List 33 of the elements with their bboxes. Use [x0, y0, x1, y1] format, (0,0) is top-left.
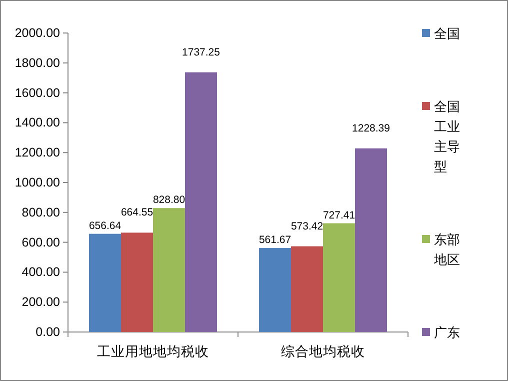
y-tick-label: 1400.00: [14, 116, 60, 130]
data-label: 828.80: [152, 194, 186, 206]
y-tick-label: 400.00: [22, 265, 60, 280]
y-tick-label: 800.00: [22, 205, 60, 220]
bar: [121, 232, 153, 332]
bar: [291, 246, 323, 332]
data-label: 656.64: [88, 220, 122, 232]
bar: [355, 148, 387, 332]
data-label: 727.41: [322, 209, 356, 222]
data-label: 1228.39: [352, 122, 390, 134]
legend-label: 全国: [434, 26, 460, 41]
data-label: 1737.25: [182, 46, 220, 58]
bar: [185, 72, 217, 332]
data-label: 561.67: [258, 234, 292, 246]
y-tick-label: 0.00: [36, 325, 60, 339]
bar: [323, 223, 355, 332]
bar: [259, 248, 291, 332]
y-tick-label: 1200.00: [14, 146, 60, 160]
y-tick-label: 1000.00: [14, 176, 60, 190]
data-label: 573.42: [290, 220, 324, 232]
x-tick-label: 综合地均税收: [281, 344, 365, 359]
legend-label: 广东: [434, 325, 460, 340]
x-tick-label: 工业用地地均税收: [97, 344, 209, 359]
bar: [89, 234, 121, 332]
y-tick-label: 2000.00: [14, 26, 60, 40]
y-tick-label: 600.00: [22, 235, 60, 250]
y-tick-label: 1600.00: [14, 86, 60, 100]
bar: [153, 208, 185, 332]
y-tick-label: 200.00: [22, 295, 60, 310]
legend-label: 东部地区: [433, 232, 460, 267]
legend-label: 全国工业主导型: [434, 99, 460, 174]
y-tick-label: 1800.00: [14, 56, 60, 70]
data-label: 664.55: [120, 206, 154, 219]
